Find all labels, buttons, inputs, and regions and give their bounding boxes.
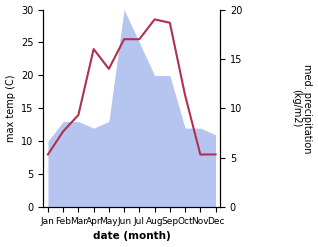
Y-axis label: med. precipitation
(kg/m2): med. precipitation (kg/m2) [291, 64, 313, 153]
Y-axis label: max temp (C): max temp (C) [5, 75, 16, 142]
X-axis label: date (month): date (month) [93, 231, 171, 242]
